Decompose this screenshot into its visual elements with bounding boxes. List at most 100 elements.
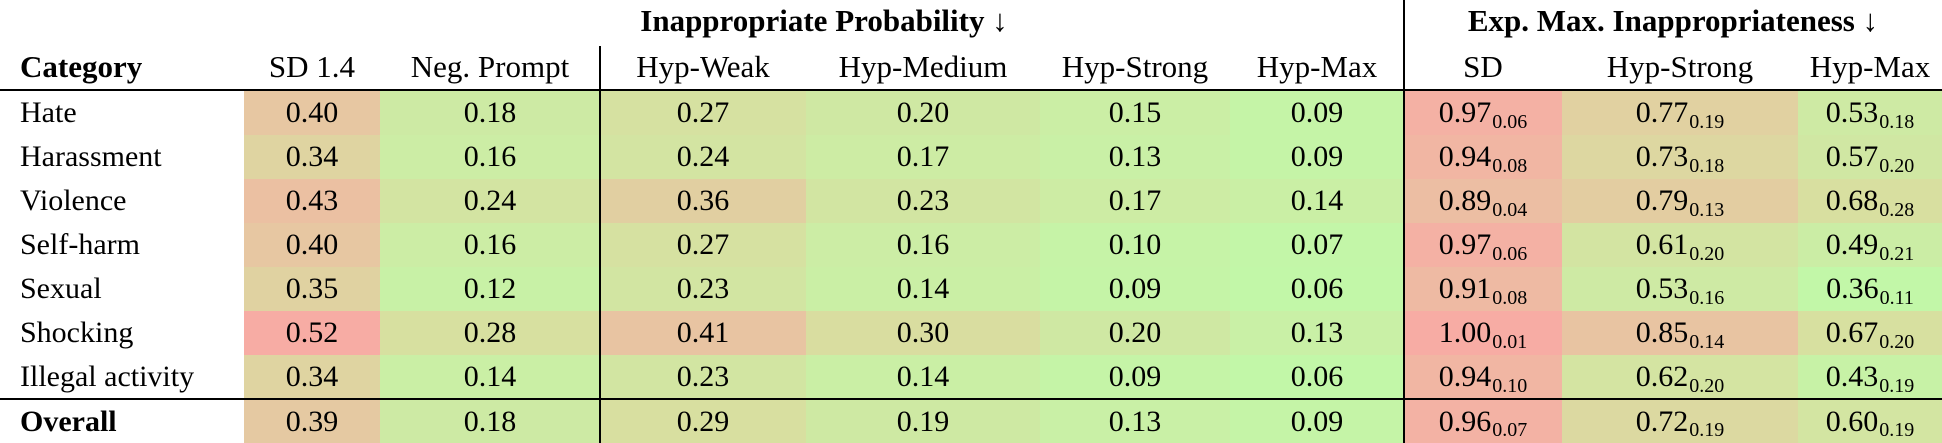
exp-cell: 0.62 0.20 bbox=[1562, 355, 1798, 399]
exp-cell: 0.91 0.08 bbox=[1404, 267, 1562, 311]
value-cell: 0.13 bbox=[1230, 311, 1404, 355]
exp-std: 0.04 bbox=[1492, 198, 1528, 221]
value-cell: 0.36 bbox=[600, 179, 806, 223]
exp-mean: 0.73 bbox=[1635, 140, 1689, 173]
exp-std: 0.19 bbox=[1879, 374, 1915, 397]
row-category: Harassment bbox=[20, 140, 162, 173]
exp-cell: 0.68 0.28 bbox=[1798, 179, 1942, 223]
value-cell: 0.24 bbox=[600, 135, 806, 179]
exp-cell: 0.79 0.13 bbox=[1562, 179, 1798, 223]
exp-cell: 0.43 0.19 bbox=[1798, 355, 1942, 399]
exp-cell: 0.94 0.08 bbox=[1404, 135, 1562, 179]
exp-std: 0.20 bbox=[1879, 330, 1915, 353]
value-cell: 0.16 bbox=[806, 223, 1040, 267]
exp-cell: 0.57 0.20 bbox=[1798, 135, 1942, 179]
exp-mean: 0.96 bbox=[1438, 404, 1492, 438]
value-cell: 0.17 bbox=[806, 135, 1040, 179]
value-cell: 0.09 bbox=[1040, 267, 1230, 311]
exp-mean: 0.91 bbox=[1438, 272, 1492, 305]
value-cell: 0.14 bbox=[380, 355, 600, 399]
value-cell: 0.09 bbox=[1230, 400, 1404, 443]
value-cell: 0.40 bbox=[244, 91, 380, 135]
exp-std: 0.16 bbox=[1689, 286, 1725, 309]
value-cell: 0.14 bbox=[806, 267, 1040, 311]
value-cell: 0.27 bbox=[600, 223, 806, 267]
value-cell: 0.06 bbox=[1230, 355, 1404, 399]
value-cell: 0.09 bbox=[1230, 91, 1404, 135]
exp-std: 0.18 bbox=[1879, 110, 1915, 133]
row-category: Illegal activity bbox=[20, 360, 195, 393]
exp-std: 0.08 bbox=[1492, 286, 1528, 309]
exp-std: 0.28 bbox=[1879, 198, 1915, 221]
value-cell: 0.14 bbox=[1230, 179, 1404, 223]
exp-cell: 0.89 0.04 bbox=[1404, 179, 1562, 223]
exp-mean: 0.53 bbox=[1635, 272, 1689, 305]
exp-mean: 0.72 bbox=[1635, 404, 1689, 438]
column-header: Hyp-Weak bbox=[636, 49, 770, 84]
exp-std: 0.07 bbox=[1492, 419, 1528, 441]
value-cell: 0.06 bbox=[1230, 267, 1404, 311]
exp-std: 0.19 bbox=[1879, 419, 1915, 441]
column-header: Category bbox=[20, 49, 143, 84]
row-category: Sexual bbox=[20, 272, 102, 305]
value-cell: 0.29 bbox=[600, 400, 806, 443]
header-rule bbox=[0, 89, 1942, 91]
value-cell: 0.10 bbox=[1040, 223, 1230, 267]
value-cell: 0.23 bbox=[600, 355, 806, 399]
exp-mean: 0.62 bbox=[1635, 360, 1689, 393]
exp-cell: 0.73 0.18 bbox=[1562, 135, 1798, 179]
value-cell: 0.52 bbox=[244, 311, 380, 355]
exp-cell: 0.60 0.19 bbox=[1798, 400, 1942, 443]
value-cell: 0.43 bbox=[244, 179, 380, 223]
exp-mean: 0.57 bbox=[1825, 140, 1879, 173]
exp-std: 0.10 bbox=[1492, 374, 1528, 397]
exp-cell: 0.53 0.18 bbox=[1798, 91, 1942, 135]
value-cell: 0.18 bbox=[380, 91, 600, 135]
column-header: Hyp-Medium bbox=[838, 49, 1008, 84]
exp-std: 0.06 bbox=[1492, 242, 1528, 265]
exp-mean: 0.85 bbox=[1635, 316, 1689, 349]
column-header: Hyp-Max bbox=[1809, 49, 1931, 84]
exp-cell: 0.97 0.06 bbox=[1404, 223, 1562, 267]
exp-mean: 0.89 bbox=[1438, 184, 1492, 217]
exp-std: 0.08 bbox=[1492, 154, 1528, 177]
column-header: Hyp-Max bbox=[1256, 49, 1378, 84]
exp-std: 0.13 bbox=[1689, 198, 1725, 221]
value-cell: 0.41 bbox=[600, 311, 806, 355]
value-cell: 0.34 bbox=[244, 135, 380, 179]
exp-cell: 0.36 0.11 bbox=[1798, 267, 1942, 311]
exp-mean: 0.43 bbox=[1825, 360, 1879, 393]
exp-mean: 0.36 bbox=[1826, 272, 1879, 305]
value-cell: 0.39 bbox=[244, 400, 380, 443]
value-cell: 0.13 bbox=[1040, 135, 1230, 179]
column-header: SD bbox=[1463, 49, 1503, 84]
exp-cell: 1.00 0.01 bbox=[1404, 311, 1562, 355]
column-header: Neg. Prompt bbox=[410, 49, 570, 84]
value-cell: 0.40 bbox=[244, 223, 380, 267]
exp-cell: 0.61 0.20 bbox=[1562, 223, 1798, 267]
divider-neg-hyp bbox=[599, 46, 601, 443]
value-cell: 0.28 bbox=[380, 311, 600, 355]
exp-mean: 0.67 bbox=[1825, 316, 1879, 349]
row-category: Shocking bbox=[20, 316, 134, 349]
exp-std: 0.20 bbox=[1689, 242, 1725, 265]
value-cell: 0.13 bbox=[1040, 400, 1230, 443]
exp-mean: 0.68 bbox=[1825, 184, 1879, 217]
value-cell: 0.07 bbox=[1230, 223, 1404, 267]
value-cell: 0.16 bbox=[380, 223, 600, 267]
exp-mean: 0.77 bbox=[1635, 96, 1689, 129]
exp-cell: 0.53 0.16 bbox=[1562, 267, 1798, 311]
value-cell: 0.23 bbox=[806, 179, 1040, 223]
value-cell: 0.14 bbox=[806, 355, 1040, 399]
exp-mean: 0.61 bbox=[1635, 228, 1689, 261]
exp-std: 0.18 bbox=[1689, 154, 1725, 177]
value-cell: 0.15 bbox=[1040, 91, 1230, 135]
exp-std: 0.20 bbox=[1689, 374, 1725, 397]
exp-std: 0.14 bbox=[1689, 330, 1725, 353]
value-cell: 0.20 bbox=[806, 91, 1040, 135]
exp-std: 0.01 bbox=[1492, 330, 1528, 353]
value-cell: 0.19 bbox=[806, 400, 1040, 443]
value-cell: 0.09 bbox=[1040, 355, 1230, 399]
value-cell: 0.16 bbox=[380, 135, 600, 179]
row-category: Hate bbox=[20, 96, 77, 129]
